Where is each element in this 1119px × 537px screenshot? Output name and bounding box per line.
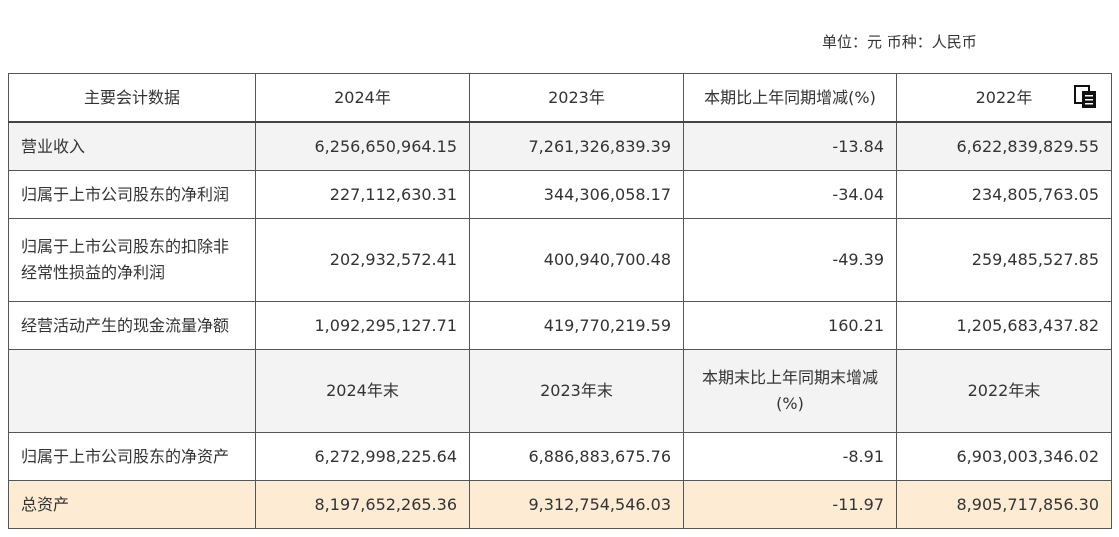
value-2022: 6,903,003,346.02 (896, 432, 1112, 481)
subheader-cell-2024: 2024年末 (255, 349, 470, 433)
value-2022: 234,805,763.05 (896, 170, 1112, 219)
header-cell-2022-label: 2022年 (975, 87, 1033, 107)
table-row: 归属于上市公司股东的净资产 6,272,998,225.64 6,886,883… (8, 432, 1112, 481)
value-2023: 9,312,754,546.03 (469, 480, 684, 529)
row-label: 经营活动产生的现金流量净额 (8, 301, 256, 350)
value-2022: 8,905,717,856.30 (896, 480, 1112, 529)
header-cell-2024: 2024年 (255, 73, 470, 123)
row-label: 归属于上市公司股东的净利润 (8, 170, 256, 219)
table-row: 经营活动产生的现金流量净额 1,092,295,127.71 419,770,2… (8, 301, 1112, 350)
table-row: 归属于上市公司股东的净利润 227,112,630.31 344,306,058… (8, 170, 1112, 219)
value-2023: 419,770,219.59 (469, 301, 684, 350)
header-cell-change: 本期比上年同期增减(%) (683, 73, 897, 123)
currency-unit-note: 单位：元 币种：人民币 (822, 33, 977, 51)
value-2022: 6,622,839,829.55 (896, 121, 1112, 171)
value-2024: 6,256,650,964.15 (255, 121, 470, 171)
financial-data-table: 主要会计数据 2024年 2023年 本期比上年同期增减(%) 2022年 营业… (8, 73, 1112, 529)
value-2024: 1,092,295,127.71 (255, 301, 470, 350)
value-2023: 7,261,326,839.39 (469, 121, 684, 171)
value-change: -8.91 (683, 432, 897, 481)
value-change: -11.97 (683, 480, 897, 529)
value-change: -34.04 (683, 170, 897, 219)
row-label: 营业收入 (8, 121, 256, 171)
header-cell-item: 主要会计数据 (8, 73, 256, 123)
row-label: 总资产 (8, 480, 256, 529)
value-change: 160.21 (683, 301, 897, 350)
value-2022: 1,205,683,437.82 (896, 301, 1112, 350)
value-2023: 6,886,883,675.76 (469, 432, 684, 481)
value-2024: 8,197,652,265.36 (255, 480, 470, 529)
header-cell-2023: 2023年 (469, 73, 684, 123)
row-label: 归属于上市公司股东的净资产 (8, 432, 256, 481)
value-change: -13.84 (683, 121, 897, 171)
subheader-cell-2022: 2022年末 (896, 349, 1112, 433)
value-change: -49.39 (683, 218, 897, 302)
table-row: 营业收入 6,256,650,964.15 7,261,326,839.39 -… (8, 121, 1112, 171)
value-2024: 6,272,998,225.64 (255, 432, 470, 481)
table-header-row: 主要会计数据 2024年 2023年 本期比上年同期增减(%) 2022年 (8, 73, 1112, 123)
table-row: 归属于上市公司股东的扣除非经常性损益的净利润 202,932,572.41 40… (8, 218, 1112, 302)
subheader-cell-item (8, 349, 256, 433)
table-subheader-row: 2024年末 2023年末 本期末比上年同期末增减(%) 2022年末 (8, 349, 1112, 433)
table-row-highlighted: 总资产 8,197,652,265.36 9,312,754,546.03 -1… (8, 480, 1112, 529)
subheader-cell-change: 本期末比上年同期末增减(%) (683, 349, 897, 433)
value-2023: 400,940,700.48 (469, 218, 684, 302)
header-cell-2022: 2022年 (896, 73, 1112, 123)
value-2024: 227,112,630.31 (255, 170, 470, 219)
row-label: 归属于上市公司股东的扣除非经常性损益的净利润 (8, 218, 256, 302)
value-2023: 344,306,058.17 (469, 170, 684, 219)
value-2024: 202,932,572.41 (255, 218, 470, 302)
value-2022: 259,485,527.85 (896, 218, 1112, 302)
subheader-cell-2023: 2023年末 (469, 349, 684, 433)
copy-icon[interactable] (1073, 84, 1099, 110)
